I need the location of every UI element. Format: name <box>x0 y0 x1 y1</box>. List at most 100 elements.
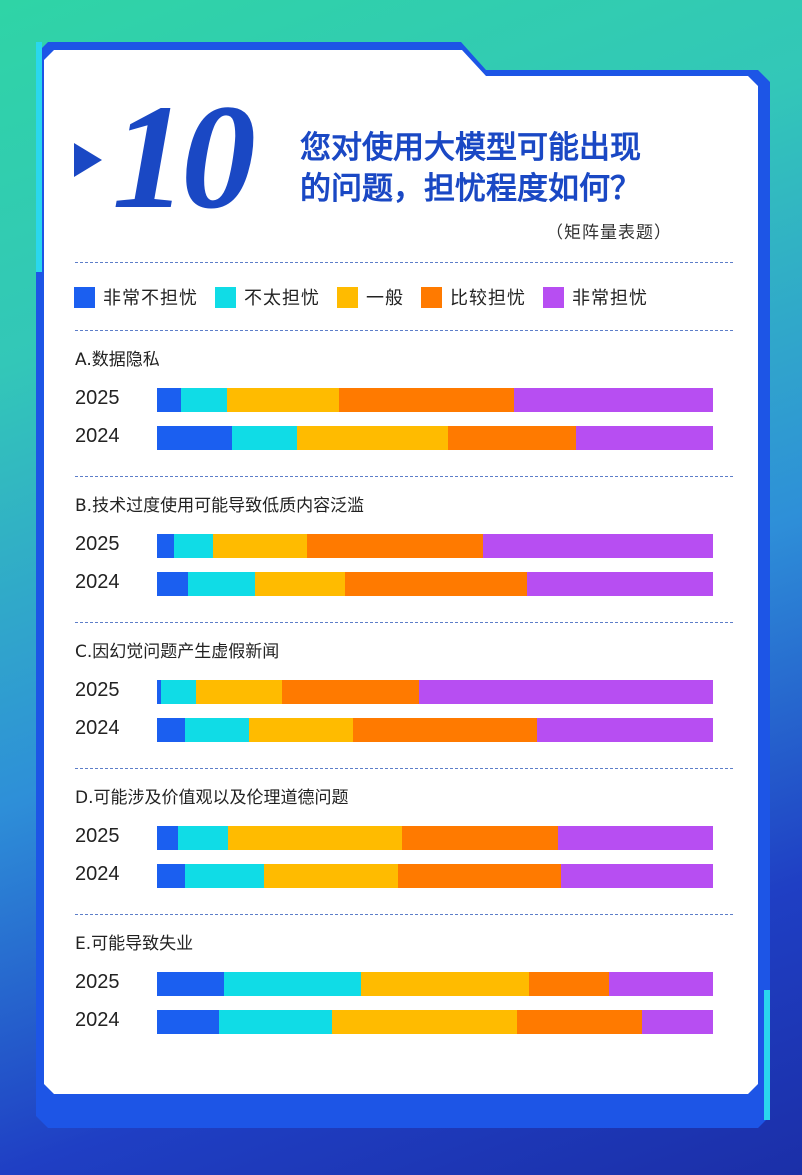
title-line-1: 您对使用大模型可能出现 <box>300 130 641 166</box>
stacked-bar <box>157 1010 713 1034</box>
bar-segment <box>157 534 174 558</box>
bar-segment <box>184 718 249 742</box>
bar-segment <box>526 572 713 596</box>
bar-segment <box>419 680 713 704</box>
year-label: 2024 <box>75 425 120 447</box>
bar-segment <box>254 572 345 596</box>
bar-segment <box>398 864 561 888</box>
legend-label: 非常不担忧 <box>103 288 198 309</box>
bar-segment <box>157 572 189 596</box>
year-label: 2025 <box>75 387 120 409</box>
bar-segment <box>178 826 229 850</box>
bar-segment <box>218 1010 332 1034</box>
stacked-bar <box>157 864 713 888</box>
bar-segment <box>263 864 399 888</box>
year-label: 2025 <box>75 533 120 555</box>
bar-segment <box>528 972 610 996</box>
play-triangle-icon <box>74 143 102 177</box>
stacked-bar <box>157 680 713 704</box>
bar-segment <box>560 864 713 888</box>
bar-segment <box>180 388 228 412</box>
bar-segment <box>223 972 362 996</box>
divider <box>75 330 733 331</box>
bar-segment <box>536 718 713 742</box>
bar-segment <box>157 680 161 704</box>
legend-item: 非常不担忧 <box>74 284 198 310</box>
bar-segment <box>188 572 255 596</box>
bar-segment <box>361 972 529 996</box>
bar-segment <box>228 826 403 850</box>
stacked-bar <box>157 426 713 450</box>
question-label: E.可能导致失业 <box>75 934 194 954</box>
bar-segment <box>641 1010 713 1034</box>
legend-label: 非常担忧 <box>572 288 648 309</box>
bar-segment <box>157 718 185 742</box>
year-label: 2025 <box>75 971 120 993</box>
bar-segment <box>516 1010 642 1034</box>
year-label: 2024 <box>75 717 120 739</box>
legend: 非常不担忧 不太担忧 一般 比较担忧 非常担忧 <box>74 284 665 310</box>
year-label: 2025 <box>75 679 120 701</box>
stacked-bar <box>157 534 713 558</box>
bar-segment <box>344 572 527 596</box>
title-line-2: 的问题，担忧程度如何？ <box>300 171 641 207</box>
legend-swatch <box>74 286 95 308</box>
legend-swatch <box>543 286 564 308</box>
bar-segment <box>557 826 713 850</box>
frame-accent <box>36 42 42 272</box>
question-number: 10 <box>112 74 256 240</box>
year-label: 2024 <box>75 1009 120 1031</box>
legend-item: 不太担忧 <box>215 284 320 310</box>
legend-swatch <box>215 286 236 308</box>
legend-item: 比较担忧 <box>421 284 526 310</box>
question-title: 您对使用大模型可能出现 的问题，担忧程度如何？ <box>300 128 740 210</box>
stacked-bar <box>157 572 713 596</box>
stacked-bar <box>157 388 713 412</box>
bar-segment <box>281 680 420 704</box>
bar-segment <box>575 426 713 450</box>
bar-segment <box>157 388 181 412</box>
bar-segment <box>232 426 297 450</box>
stacked-bar <box>157 826 713 850</box>
frame-accent <box>764 990 770 1120</box>
legend-label: 比较担忧 <box>450 288 526 309</box>
divider <box>75 476 733 477</box>
bar-segment <box>402 826 558 850</box>
question-label: D.可能涉及价值观以及伦理道德问题 <box>75 788 349 808</box>
bar-segment <box>338 388 514 412</box>
question-label: A.数据隐私 <box>75 350 160 370</box>
bar-segment <box>331 1010 517 1034</box>
divider <box>75 622 733 623</box>
bar-segment <box>447 426 576 450</box>
divider <box>75 914 733 915</box>
question-label: C.因幻觉问题产生虚假新闻 <box>75 642 280 662</box>
divider <box>75 262 733 263</box>
question-type: （矩阵量表题） <box>546 223 672 243</box>
stacked-bar <box>157 972 713 996</box>
bar-segment <box>157 1010 219 1034</box>
divider <box>75 768 733 769</box>
year-label: 2024 <box>75 571 120 593</box>
bar-segment <box>157 864 185 888</box>
bar-segment <box>609 972 713 996</box>
stacked-bar <box>157 718 713 742</box>
year-label: 2024 <box>75 863 120 885</box>
legend-swatch <box>421 286 442 308</box>
legend-item: 一般 <box>337 284 404 310</box>
bar-segment <box>184 864 264 888</box>
bar-segment <box>157 826 179 850</box>
bar-segment <box>212 534 308 558</box>
bar-segment <box>482 534 713 558</box>
bar-segment <box>513 388 713 412</box>
year-label: 2025 <box>75 825 120 847</box>
bar-segment <box>352 718 537 742</box>
legend-label: 不太担忧 <box>244 288 320 309</box>
bar-segment <box>160 680 196 704</box>
bar-segment <box>157 426 233 450</box>
bar-segment <box>307 534 483 558</box>
bar-segment <box>248 718 353 742</box>
bar-segment <box>157 972 224 996</box>
legend-item: 非常担忧 <box>543 284 648 310</box>
bar-segment <box>296 426 448 450</box>
legend-label: 一般 <box>366 288 404 309</box>
